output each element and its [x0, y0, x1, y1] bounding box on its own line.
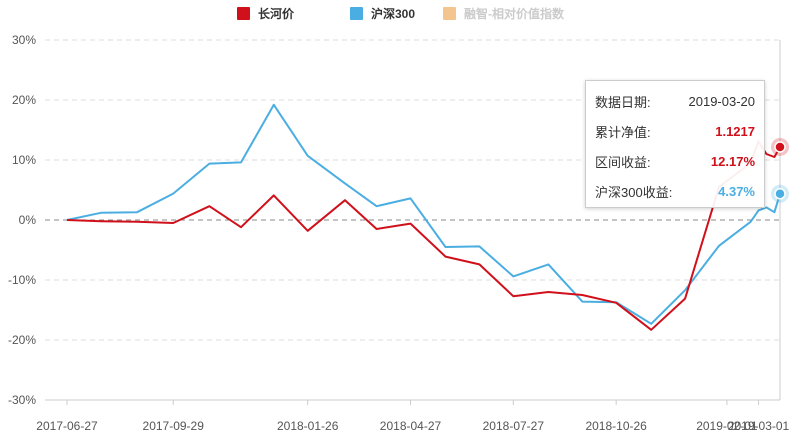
x-tick-label: 2017-09-29: [143, 419, 205, 433]
x-tick-label: 2018-01-26: [277, 419, 339, 433]
legend-swatch[interactable]: [350, 7, 363, 20]
tooltip-return-row: 区间收益: 12.17%: [595, 146, 755, 176]
legend-label[interactable]: 融智-相对价值指数: [464, 6, 565, 21]
tooltip-index-row: 沪深300收益: 4.37%: [595, 176, 755, 206]
x-tick-label: 2018-04-27: [380, 419, 442, 433]
tooltip-date-value: 2019-03-20: [688, 93, 756, 109]
x-tick-label: 2018-07-27: [483, 419, 545, 433]
tooltip-nav-label: 累计净值:: [595, 124, 651, 140]
y-tick-label: -10%: [8, 273, 36, 287]
hover-marker: [774, 141, 786, 153]
tooltip-index-label: 沪深300收益:: [595, 184, 673, 200]
legend-label[interactable]: 长河价: [258, 6, 295, 21]
x-axis: 2017-06-27 2017-09-29 2018-01-26 2018-04-27…: [36, 399, 790, 433]
y-tick-label: 0%: [19, 213, 37, 227]
series-line-hs300: [66, 103, 781, 325]
tooltip-return-value: 12.17%: [710, 153, 755, 169]
tooltip-index-value: 4.37%: [718, 183, 755, 199]
y-tick-label: -30%: [8, 393, 36, 407]
x-tick-label: 2017-06-27: [36, 419, 98, 433]
tooltip: 数据日期: 2019-03-20 累计净值: 1.1217 区间收益: 12.1…: [585, 80, 765, 208]
y-axis: 30% 20% 10% 0% -10% -20% -30%: [8, 33, 36, 407]
legend: 长河价 沪深300 融智-相对价值指数: [237, 6, 565, 21]
hover-marker: [774, 188, 786, 200]
x-tick-label: 2019-03-01: [728, 419, 790, 433]
y-tick-label: -20%: [8, 333, 36, 347]
tooltip-date-label: 数据日期:: [595, 94, 651, 110]
legend-swatch[interactable]: [443, 7, 456, 20]
y-tick-label: 10%: [12, 153, 36, 167]
tooltip-nav-value: 1.1217: [715, 123, 755, 139]
tooltip-nav-row: 累计净值: 1.1217: [595, 116, 755, 146]
x-tick-label: 2019-02-01: [696, 419, 758, 433]
hover-markers: [771, 137, 789, 203]
tooltip-date-row: 数据日期: 2019-03-20: [595, 86, 755, 116]
x-tick-label: 2018-10-26: [585, 419, 647, 433]
y-tick-label: 20%: [12, 93, 36, 107]
legend-swatch[interactable]: [237, 7, 250, 20]
tooltip-return-label: 区间收益:: [595, 154, 651, 170]
legend-label[interactable]: 沪深300: [371, 6, 415, 21]
y-tick-label: 30%: [12, 33, 36, 47]
